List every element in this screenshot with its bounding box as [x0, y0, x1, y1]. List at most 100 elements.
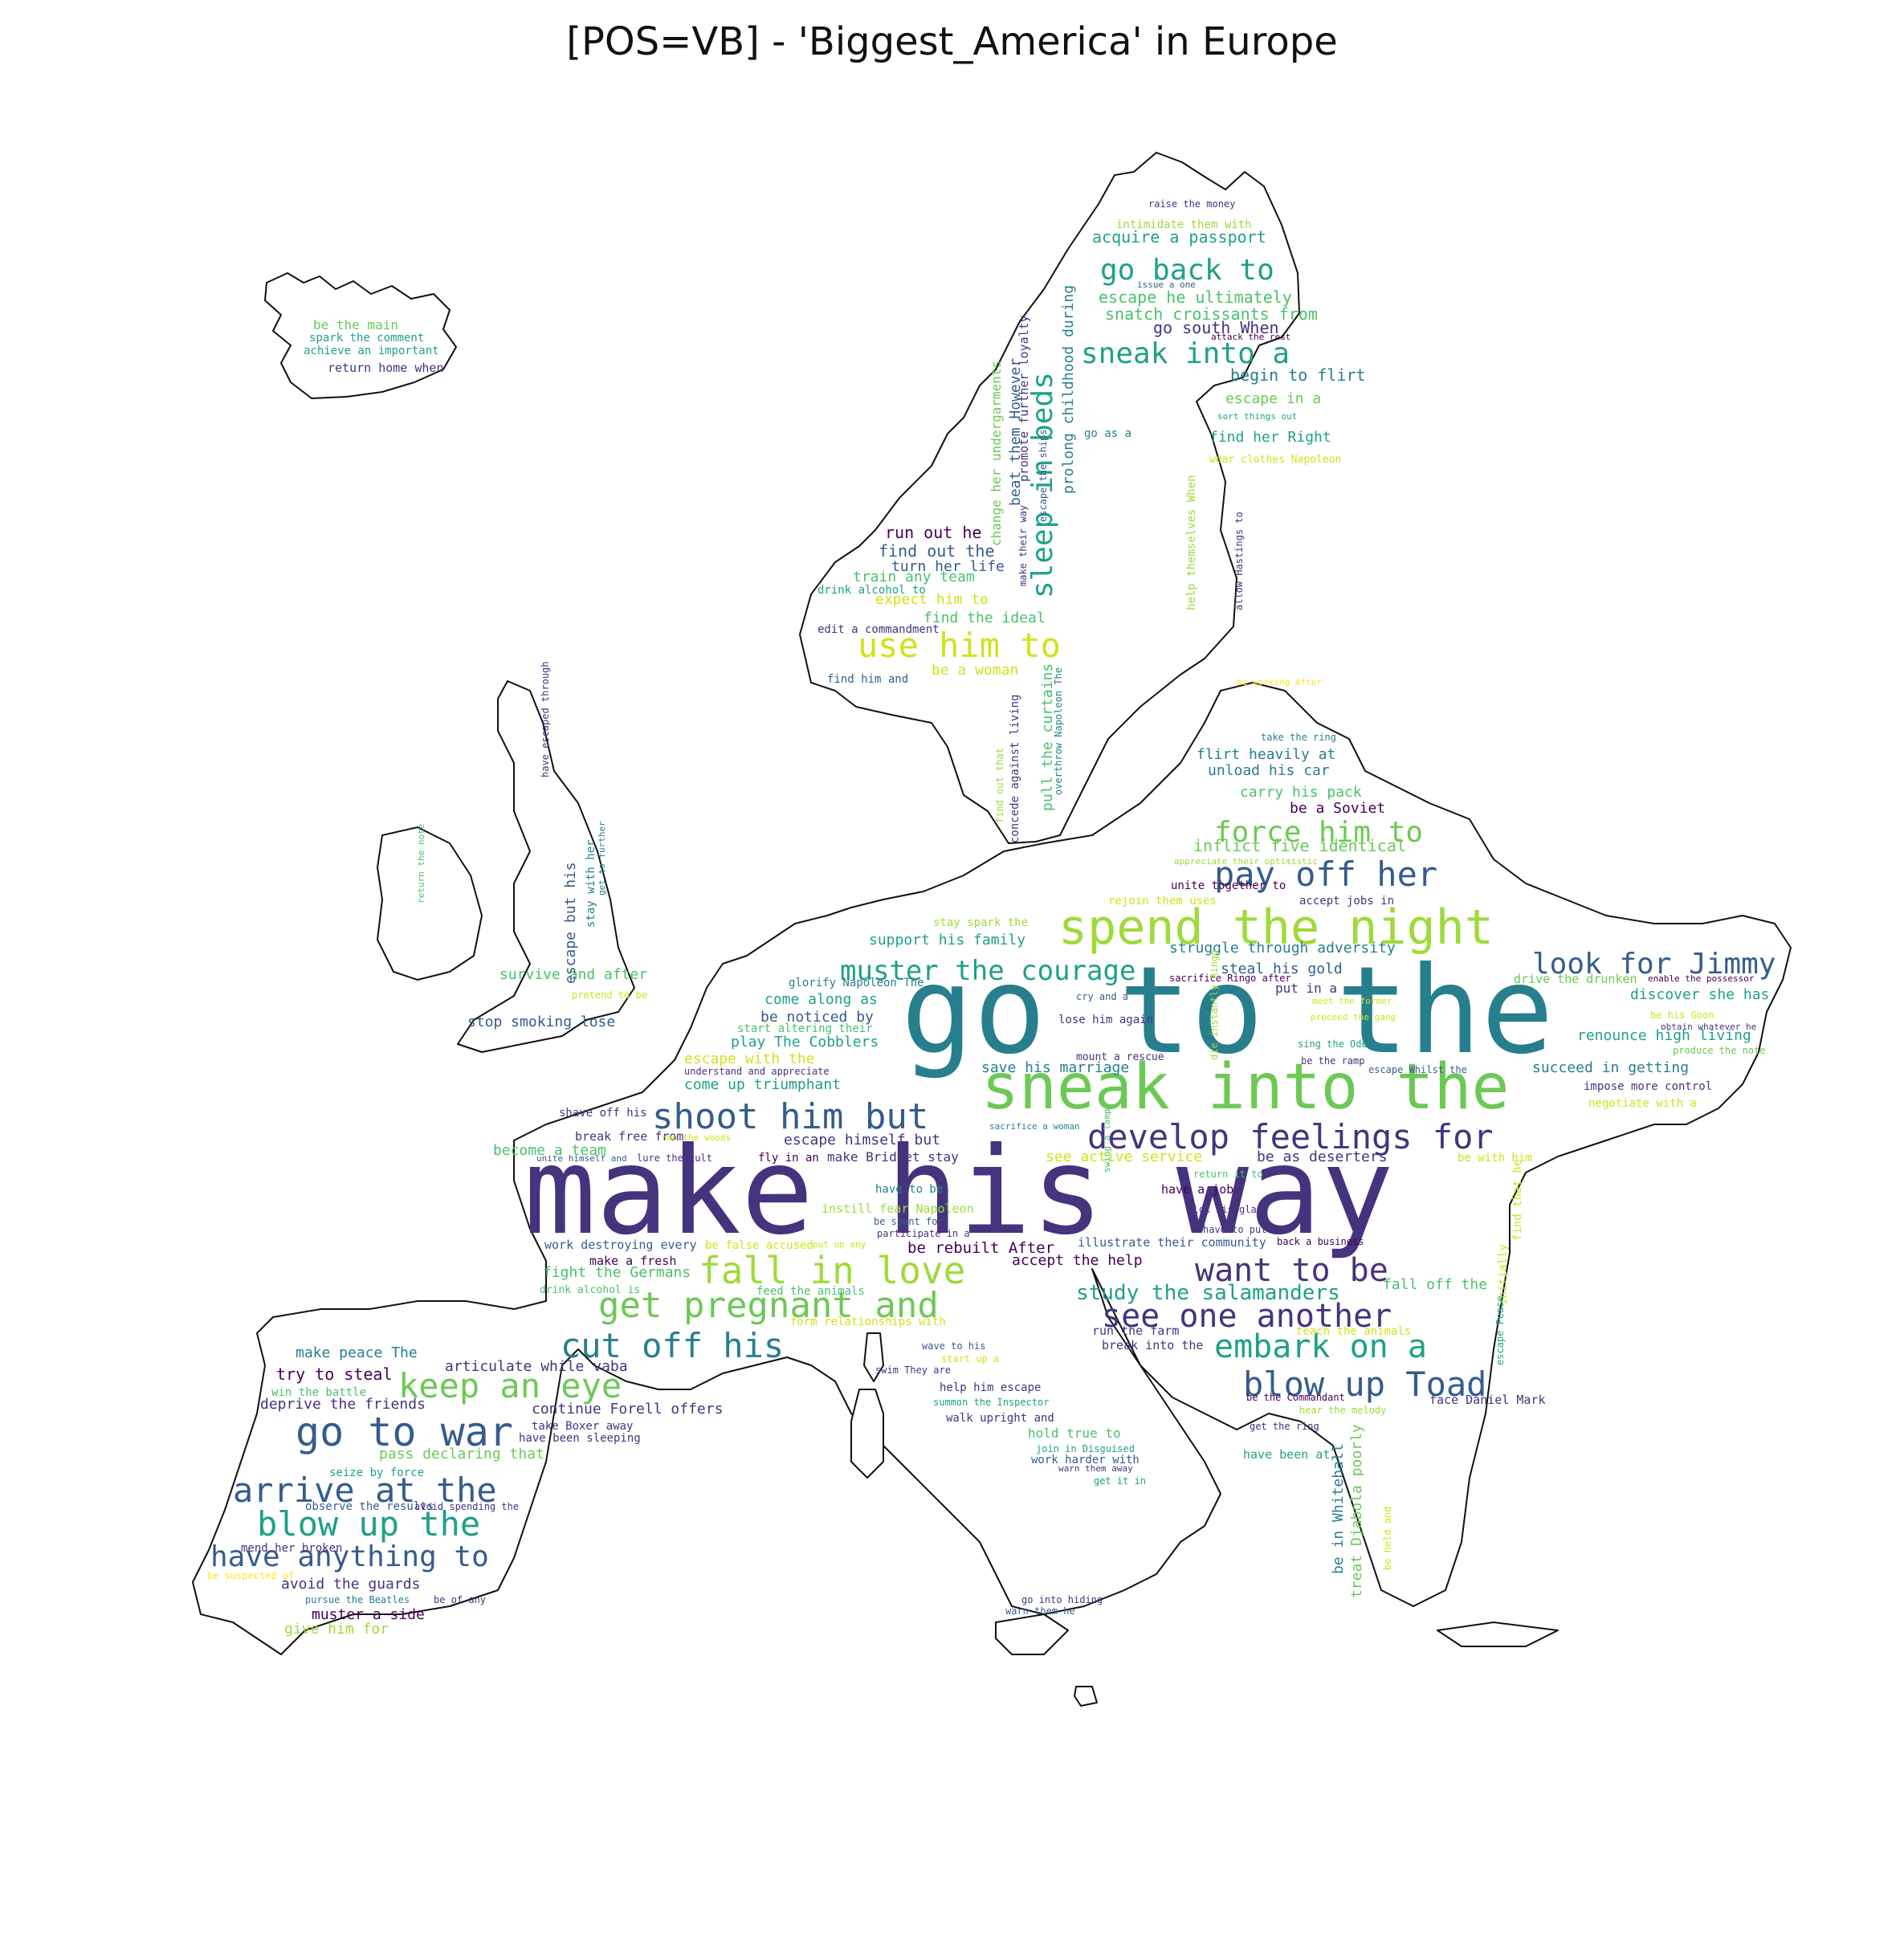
- word-pull-the-curtains: pull the curtains: [1039, 663, 1056, 811]
- word-find-out-the: find out the: [879, 541, 995, 561]
- word-be-spent-for: be spent for: [874, 1216, 944, 1227]
- word-be-of-any: be of any: [434, 1594, 486, 1605]
- word-muster-the-courage: muster the courage: [840, 955, 1135, 987]
- word-study-the-salamanders: study the salamanders: [1076, 1281, 1340, 1305]
- word-hold-true-to: hold true to: [1028, 1426, 1121, 1441]
- word-take-boxer-away: take Boxer away: [532, 1420, 633, 1433]
- word-make-peace-the: make peace The: [296, 1344, 418, 1361]
- word-rejoin-them-uses: rejoin them uses: [1108, 895, 1217, 908]
- word-have-to-be: have to be: [875, 1183, 943, 1196]
- word-intimidate-them-with: intimidate them with: [1116, 218, 1252, 231]
- word-avoid-spending-the: avoid spending the: [414, 1501, 519, 1512]
- word-continue-forell-offers: continue Forell offers: [532, 1401, 723, 1418]
- word-go-to-war: go to war: [296, 1409, 513, 1455]
- word-lose-him-again: lose him again: [1058, 1014, 1153, 1026]
- word-concede-against-living: concede against living: [1009, 695, 1021, 843]
- word-blow-up-the: blow up the: [257, 1504, 480, 1544]
- word-sing-the-ode: sing the Ode: [1298, 1038, 1368, 1050]
- word-try-to-steal: try to steal: [276, 1365, 393, 1384]
- word-spark-the-comment: spark the comment: [309, 332, 424, 345]
- word-put-in-a: put in a: [1275, 981, 1337, 996]
- word-play-the-cobblers: play The Cobblers: [731, 1034, 879, 1050]
- word-sacrifice-a-woman: sacrifice a woman: [989, 1121, 1080, 1132]
- word-steal-his-gold: steal his gold: [1221, 961, 1343, 977]
- word-unload-his-car: unload his car: [1208, 762, 1330, 779]
- word-find-the-ideal: find the ideal: [923, 610, 1046, 626]
- word-have-to-put: have to put: [1203, 1224, 1266, 1235]
- word-unite-himself-and: unite himself and: [536, 1153, 627, 1164]
- word-attack-the-rest: attack the rest: [1211, 332, 1290, 342]
- word-be-in-whitehall: be in Whitehall: [1330, 1443, 1347, 1574]
- word-back-a-business: back a business: [1277, 1236, 1364, 1247]
- word-return-it-to: return it to: [1193, 1169, 1263, 1180]
- word-see-one-another: see one another: [1102, 1298, 1392, 1335]
- word-save-his-marriage: save his marriage: [981, 1059, 1129, 1076]
- word-become-a-team: become a team: [493, 1142, 606, 1159]
- word-go-as-a: go as a: [1084, 427, 1131, 440]
- word-participate-in-a: participate in a: [877, 1228, 970, 1239]
- word-run-out-he: run out he: [885, 523, 981, 542]
- word-illustrate-their-community: illustrate their community: [1078, 1235, 1266, 1250]
- word-escape-with-the: escape with the: [684, 1050, 815, 1067]
- word-be-suspected-of: be suspected of: [207, 1570, 294, 1581]
- word-be-a-soviet: be a Soviet: [1290, 800, 1385, 817]
- word-help-him-escape: help him escape: [940, 1381, 1041, 1394]
- word-use-him-to: use him to: [858, 626, 1061, 665]
- word-mount-a-rescue: mount a rescue: [1076, 1051, 1164, 1063]
- word-warn-them-he: warn them he: [1005, 1605, 1075, 1617]
- word-overthrow-napoleon-the: overthrow Napoleon The: [1053, 667, 1064, 795]
- word-die-instantly-ringo: die instantly Ringo: [1209, 950, 1220, 1060]
- crete-outline: [1437, 1622, 1559, 1647]
- word-sneak-into-a: sneak into a: [1081, 337, 1290, 370]
- word-help-themselves-when: help themselves When: [1185, 475, 1198, 610]
- word-mend-her-broken: mend her broken: [241, 1542, 342, 1555]
- word-impose-more-control: impose more control: [1584, 1080, 1712, 1093]
- word-sneak-into-the: sneak into the: [981, 1051, 1509, 1124]
- word-unite-together-to: unite together to: [1171, 879, 1286, 892]
- word-pass-declaring-that: pass declaring that: [379, 1446, 544, 1462]
- sardinia-outline: [850, 1389, 884, 1479]
- word-turn-her-life: turn her life: [891, 558, 1005, 575]
- word-escape-the-ships: escape the ships: [1038, 429, 1049, 522]
- word-form-relationships-with: form relationships with: [790, 1316, 946, 1328]
- word-discover-she-has: discover she has: [1630, 986, 1769, 1003]
- word-struggle-through-adversity: struggle through adversity: [1169, 940, 1396, 957]
- corsica-outline: [863, 1332, 884, 1382]
- word-warn-them-away: warn them away: [1058, 1463, 1133, 1474]
- word-find-that-he: find that he: [1511, 1160, 1524, 1241]
- word-acquire-a-passport: acquire a passport: [1092, 227, 1266, 247]
- word-have-been-sleeping: have been sleeping: [519, 1432, 641, 1445]
- word-issue-a-one: issue a one: [1137, 279, 1196, 290]
- word-raise-the-money: raise the money: [1148, 198, 1235, 210]
- word-feed-the-animals: feed the animals: [756, 1285, 865, 1298]
- sicily-outline: [995, 1613, 1069, 1655]
- chart-title: [POS=VB] - 'Biggest_America' in Europe: [566, 19, 1338, 64]
- word-have-escaped-through: have escaped through: [540, 662, 551, 778]
- cyprus-outline: [1074, 1686, 1098, 1707]
- word-treat-djabola-poorly: treat Djabola poorly: [1348, 1424, 1365, 1598]
- word-take-the-ring: take the ring: [1261, 732, 1336, 743]
- word-allow-hastings-to: allow Hastings to: [1233, 512, 1245, 610]
- word-train-any-team: train any team: [853, 569, 975, 585]
- word-go-to-the: go to the: [901, 941, 1554, 1081]
- word-work-harder-with: work harder with: [1031, 1454, 1140, 1467]
- word-find-her-right: find her Right: [1209, 429, 1331, 446]
- word-start-altering-their: start altering their: [737, 1022, 873, 1035]
- word-glorify-napoleon-the: glorify Napoleon The: [789, 977, 924, 989]
- word-fly-in-an: fly in an: [758, 1152, 819, 1165]
- word-pretend-to-be: pretend to be: [572, 989, 647, 1001]
- word-put-up-any: put up any: [813, 1239, 866, 1250]
- word-proceed-the-gang: proceed the gang: [1311, 1012, 1396, 1022]
- word-join-in-disguised: join in Disguised: [1036, 1443, 1135, 1454]
- word-drive-the-drunken: drive the drunken: [1514, 972, 1637, 986]
- word-find-him-and: find him and: [827, 673, 908, 686]
- word-fall-off-the: fall off the: [1383, 1276, 1487, 1293]
- word-stay-with-her: stay with her: [585, 839, 597, 928]
- word-be-the-main: be the main: [313, 317, 398, 332]
- word-avoid-the-guards: avoid the guards: [281, 1576, 420, 1593]
- word-instill-fear-napoleon: instill fear Napoleon: [822, 1201, 974, 1216]
- word-arrive-at-the: arrive at the: [233, 1471, 497, 1510]
- word-break-into-the: break into the: [1102, 1338, 1203, 1352]
